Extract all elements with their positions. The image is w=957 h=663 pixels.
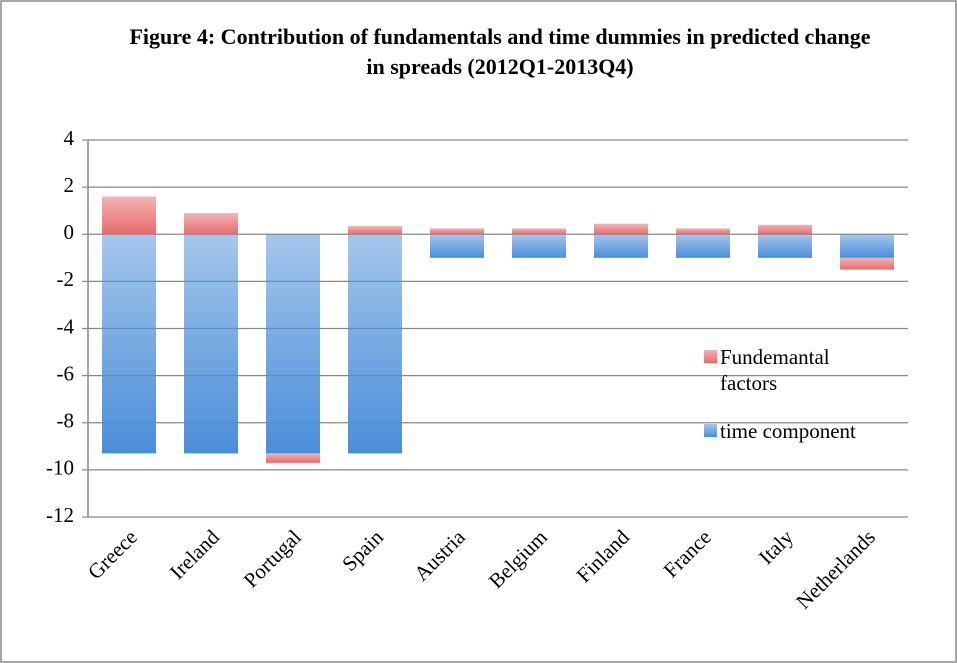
bar-segment [512,228,566,235]
bar-segment [840,234,894,258]
bar-segment [758,234,812,258]
y-tick-label: 2 [64,173,75,197]
x-tick-label: Netherlands [791,525,880,614]
legend-swatch [704,424,717,437]
x-tick-label: Italy [754,525,799,570]
bar-segment [348,234,402,454]
bar-segment [594,223,648,235]
chart-title: Figure 4: Contribution of fundamentals a… [129,24,871,79]
x-tick-label: France [659,525,716,582]
bar-segment [266,453,320,463]
bar-segment [512,234,566,258]
bar-segment [184,234,238,454]
bar-segment [348,226,402,235]
y-tick-label: -6 [57,361,75,385]
y-tick-label: 0 [64,220,75,244]
y-tick-label: -2 [57,267,75,291]
x-tick-label: Austria [409,524,470,585]
legend-swatch [704,350,717,363]
bar-segment [430,234,484,258]
legend-label: time component [720,419,856,443]
bar-segment [266,234,320,454]
x-tick-label: Spain [337,525,388,576]
y-tick-label: -12 [46,503,74,527]
y-tick-label: -10 [46,456,74,480]
x-tick-label: Ireland [165,525,224,584]
bar-segment [102,196,156,235]
x-tick-label: Belgium [484,525,552,593]
legend-label: Fundemantal factors [720,345,830,395]
bar-segment [758,224,812,235]
bar-segment [594,234,648,258]
y-tick-label: -4 [57,314,75,338]
bar-segment [430,228,484,235]
bar-segment [840,257,894,270]
x-tick-label: Greece [83,525,142,584]
x-tick-label: Portugal [239,525,306,592]
y-tick-label: 4 [64,126,75,150]
bar-segment [184,213,238,235]
bar-segment [676,228,730,235]
bar-segment [676,234,730,258]
y-tick-label: -8 [57,409,75,433]
bar-segment [102,234,156,454]
x-tick-label: Finland [572,525,635,588]
